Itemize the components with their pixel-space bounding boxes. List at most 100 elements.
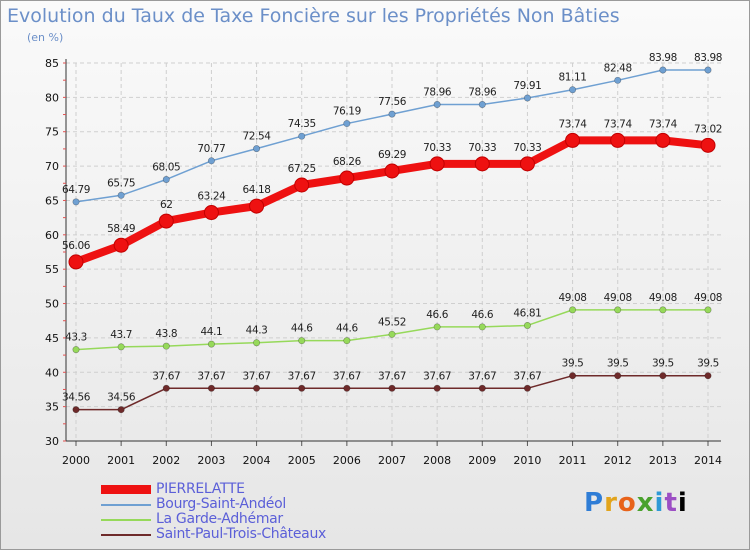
data-label-la-garde-adhemar: 46.6: [426, 309, 448, 321]
data-label-pierrelatte: 73.74: [649, 118, 678, 130]
data-point-la-garde-adhemar: [253, 339, 261, 347]
data-label-la-garde-adhemar: 44.6: [291, 323, 313, 335]
data-label-layer: 56.06 58.49 62 63.24 64.18 67.25 68.26 69.29 70.…: [62, 52, 722, 404]
data-label-bourg-saint-andeol: 82.48: [604, 62, 632, 74]
data-point-pierrelatte: [294, 177, 310, 193]
data-label-la-garde-adhemar: 44.6: [336, 323, 358, 335]
data-point-la-garde-adhemar: [162, 342, 170, 350]
data-point-saint-paul-trois-chateaux: [704, 372, 712, 380]
data-point-bourg-saint-andeol: [523, 94, 531, 102]
data-point-pierrelatte: [700, 137, 716, 153]
data-label-pierrelatte: 68.26: [333, 156, 362, 168]
data-point-pierrelatte: [429, 156, 445, 172]
data-label-saint-paul-trois-chateaux: 39.5: [652, 358, 674, 370]
data-point-pierrelatte: [474, 156, 490, 172]
axis-layer: 30 35 40 45 50 55 60 65 70 75 80 85 2000 2001 2002 2003…: [45, 57, 722, 467]
data-label-pierrelatte: 70.33: [513, 142, 541, 154]
data-label-pierrelatte: 73.74: [604, 118, 633, 130]
data-point-bourg-saint-andeol: [117, 191, 125, 199]
data-point-la-garde-adhemar: [569, 306, 577, 314]
x-tick-label: 2000: [62, 454, 90, 467]
data-point-la-garde-adhemar: [117, 343, 125, 351]
data-label-la-garde-adhemar: 44.1: [201, 326, 223, 338]
x-tick-label: 2002: [152, 454, 180, 467]
data-point-la-garde-adhemar: [343, 337, 351, 345]
data-point-pierrelatte: [519, 156, 535, 172]
data-label-saint-paul-trois-chateaux: 37.67: [243, 370, 271, 382]
data-point-bourg-saint-andeol: [253, 145, 261, 153]
data-point-saint-paul-trois-chateaux: [72, 406, 80, 414]
data-label-saint-paul-trois-chateaux: 37.67: [152, 370, 180, 382]
legend-label-pierrelatte: PIERRELATTE: [156, 481, 245, 497]
y-tick-label: 60: [45, 229, 59, 242]
data-point-bourg-saint-andeol: [72, 198, 80, 206]
data-label-saint-paul-trois-chateaux: 37.67: [378, 370, 406, 382]
data-point-saint-paul-trois-chateaux: [298, 384, 306, 392]
data-label-pierrelatte: 67.25: [288, 163, 316, 175]
data-point-la-garde-adhemar: [433, 323, 441, 331]
data-point-saint-paul-trois-chateaux: [343, 384, 351, 392]
legend-swatch-saint-paul-trois-chateaux: [101, 534, 151, 536]
y-tick-label: 30: [45, 435, 59, 448]
data-label-pierrelatte: 56.06: [62, 240, 91, 252]
data-point-pierrelatte: [68, 254, 84, 270]
x-tick-label: 2004: [243, 454, 271, 467]
data-point-bourg-saint-andeol: [343, 120, 351, 128]
data-point-bourg-saint-andeol: [207, 157, 215, 165]
data-label-la-garde-adhemar: 45.52: [378, 316, 406, 328]
data-point-saint-paul-trois-chateaux: [478, 384, 486, 392]
data-label-saint-paul-trois-chateaux: 39.5: [562, 358, 584, 370]
data-label-la-garde-adhemar: 43.3: [65, 332, 87, 344]
data-point-pierrelatte: [610, 132, 626, 148]
data-label-saint-paul-trois-chateaux: 37.67: [333, 370, 361, 382]
x-tick-label: 2001: [107, 454, 135, 467]
data-label-bourg-saint-andeol: 78.96: [423, 87, 452, 99]
data-point-pierrelatte: [655, 132, 671, 148]
y-tick-label: 70: [45, 160, 59, 173]
x-tick-label: 2012: [604, 454, 632, 467]
y-tick-label: 55: [45, 263, 59, 276]
data-label-la-garde-adhemar: 49.08: [604, 292, 632, 304]
y-tick-label: 45: [45, 332, 59, 345]
data-label-bourg-saint-andeol: 78.96: [468, 87, 497, 99]
data-label-pierrelatte: 70.33: [468, 142, 496, 154]
data-label-la-garde-adhemar: 49.08: [649, 292, 677, 304]
x-tick-label: 2003: [197, 454, 225, 467]
y-tick-label: 40: [45, 366, 59, 379]
data-point-saint-paul-trois-chateaux: [433, 384, 441, 392]
data-point-saint-paul-trois-chateaux: [162, 384, 170, 392]
data-point-la-garde-adhemar: [72, 346, 80, 354]
data-label-pierrelatte: 70.33: [423, 142, 451, 154]
data-label-bourg-saint-andeol: 79.91: [513, 80, 541, 92]
data-point-bourg-saint-andeol: [388, 110, 396, 118]
data-point-la-garde-adhemar: [207, 340, 215, 348]
data-label-la-garde-adhemar: 49.08: [559, 292, 587, 304]
data-label-bourg-saint-andeol: 76.19: [333, 106, 361, 118]
chart-title: Evolution du Taux de Taxe Foncière sur l…: [7, 5, 620, 27]
data-label-saint-paul-trois-chateaux: 39.5: [697, 358, 719, 370]
y-tick-label: 75: [45, 126, 59, 139]
data-label-saint-paul-trois-chateaux: 37.67: [423, 370, 451, 382]
data-point-saint-paul-trois-chateaux: [569, 372, 577, 380]
data-label-pierrelatte: 63.24: [197, 191, 226, 203]
data-label-pierrelatte: 64.18: [243, 184, 271, 196]
data-point-la-garde-adhemar: [659, 306, 667, 314]
y-tick-label: 50: [45, 298, 59, 311]
legend-swatch-pierrelatte: [101, 485, 151, 494]
series-layer: [68, 66, 716, 414]
x-tick-label: 2013: [649, 454, 677, 467]
data-point-saint-paul-trois-chateaux: [523, 384, 531, 392]
data-point-bourg-saint-andeol: [162, 175, 170, 183]
data-label-la-garde-adhemar: 43.8: [155, 328, 177, 340]
data-label-pierrelatte: 58.49: [107, 223, 135, 235]
data-label-pierrelatte: 73.02: [694, 123, 722, 135]
data-label-saint-paul-trois-chateaux: 37.67: [288, 370, 316, 382]
data-point-pierrelatte: [158, 213, 174, 229]
data-point-pierrelatte: [565, 132, 581, 148]
data-label-la-garde-adhemar: 46.81: [513, 307, 541, 319]
data-point-pierrelatte: [384, 163, 400, 179]
data-label-bourg-saint-andeol: 81.11: [559, 72, 587, 84]
data-label-pierrelatte: 62: [160, 199, 173, 211]
